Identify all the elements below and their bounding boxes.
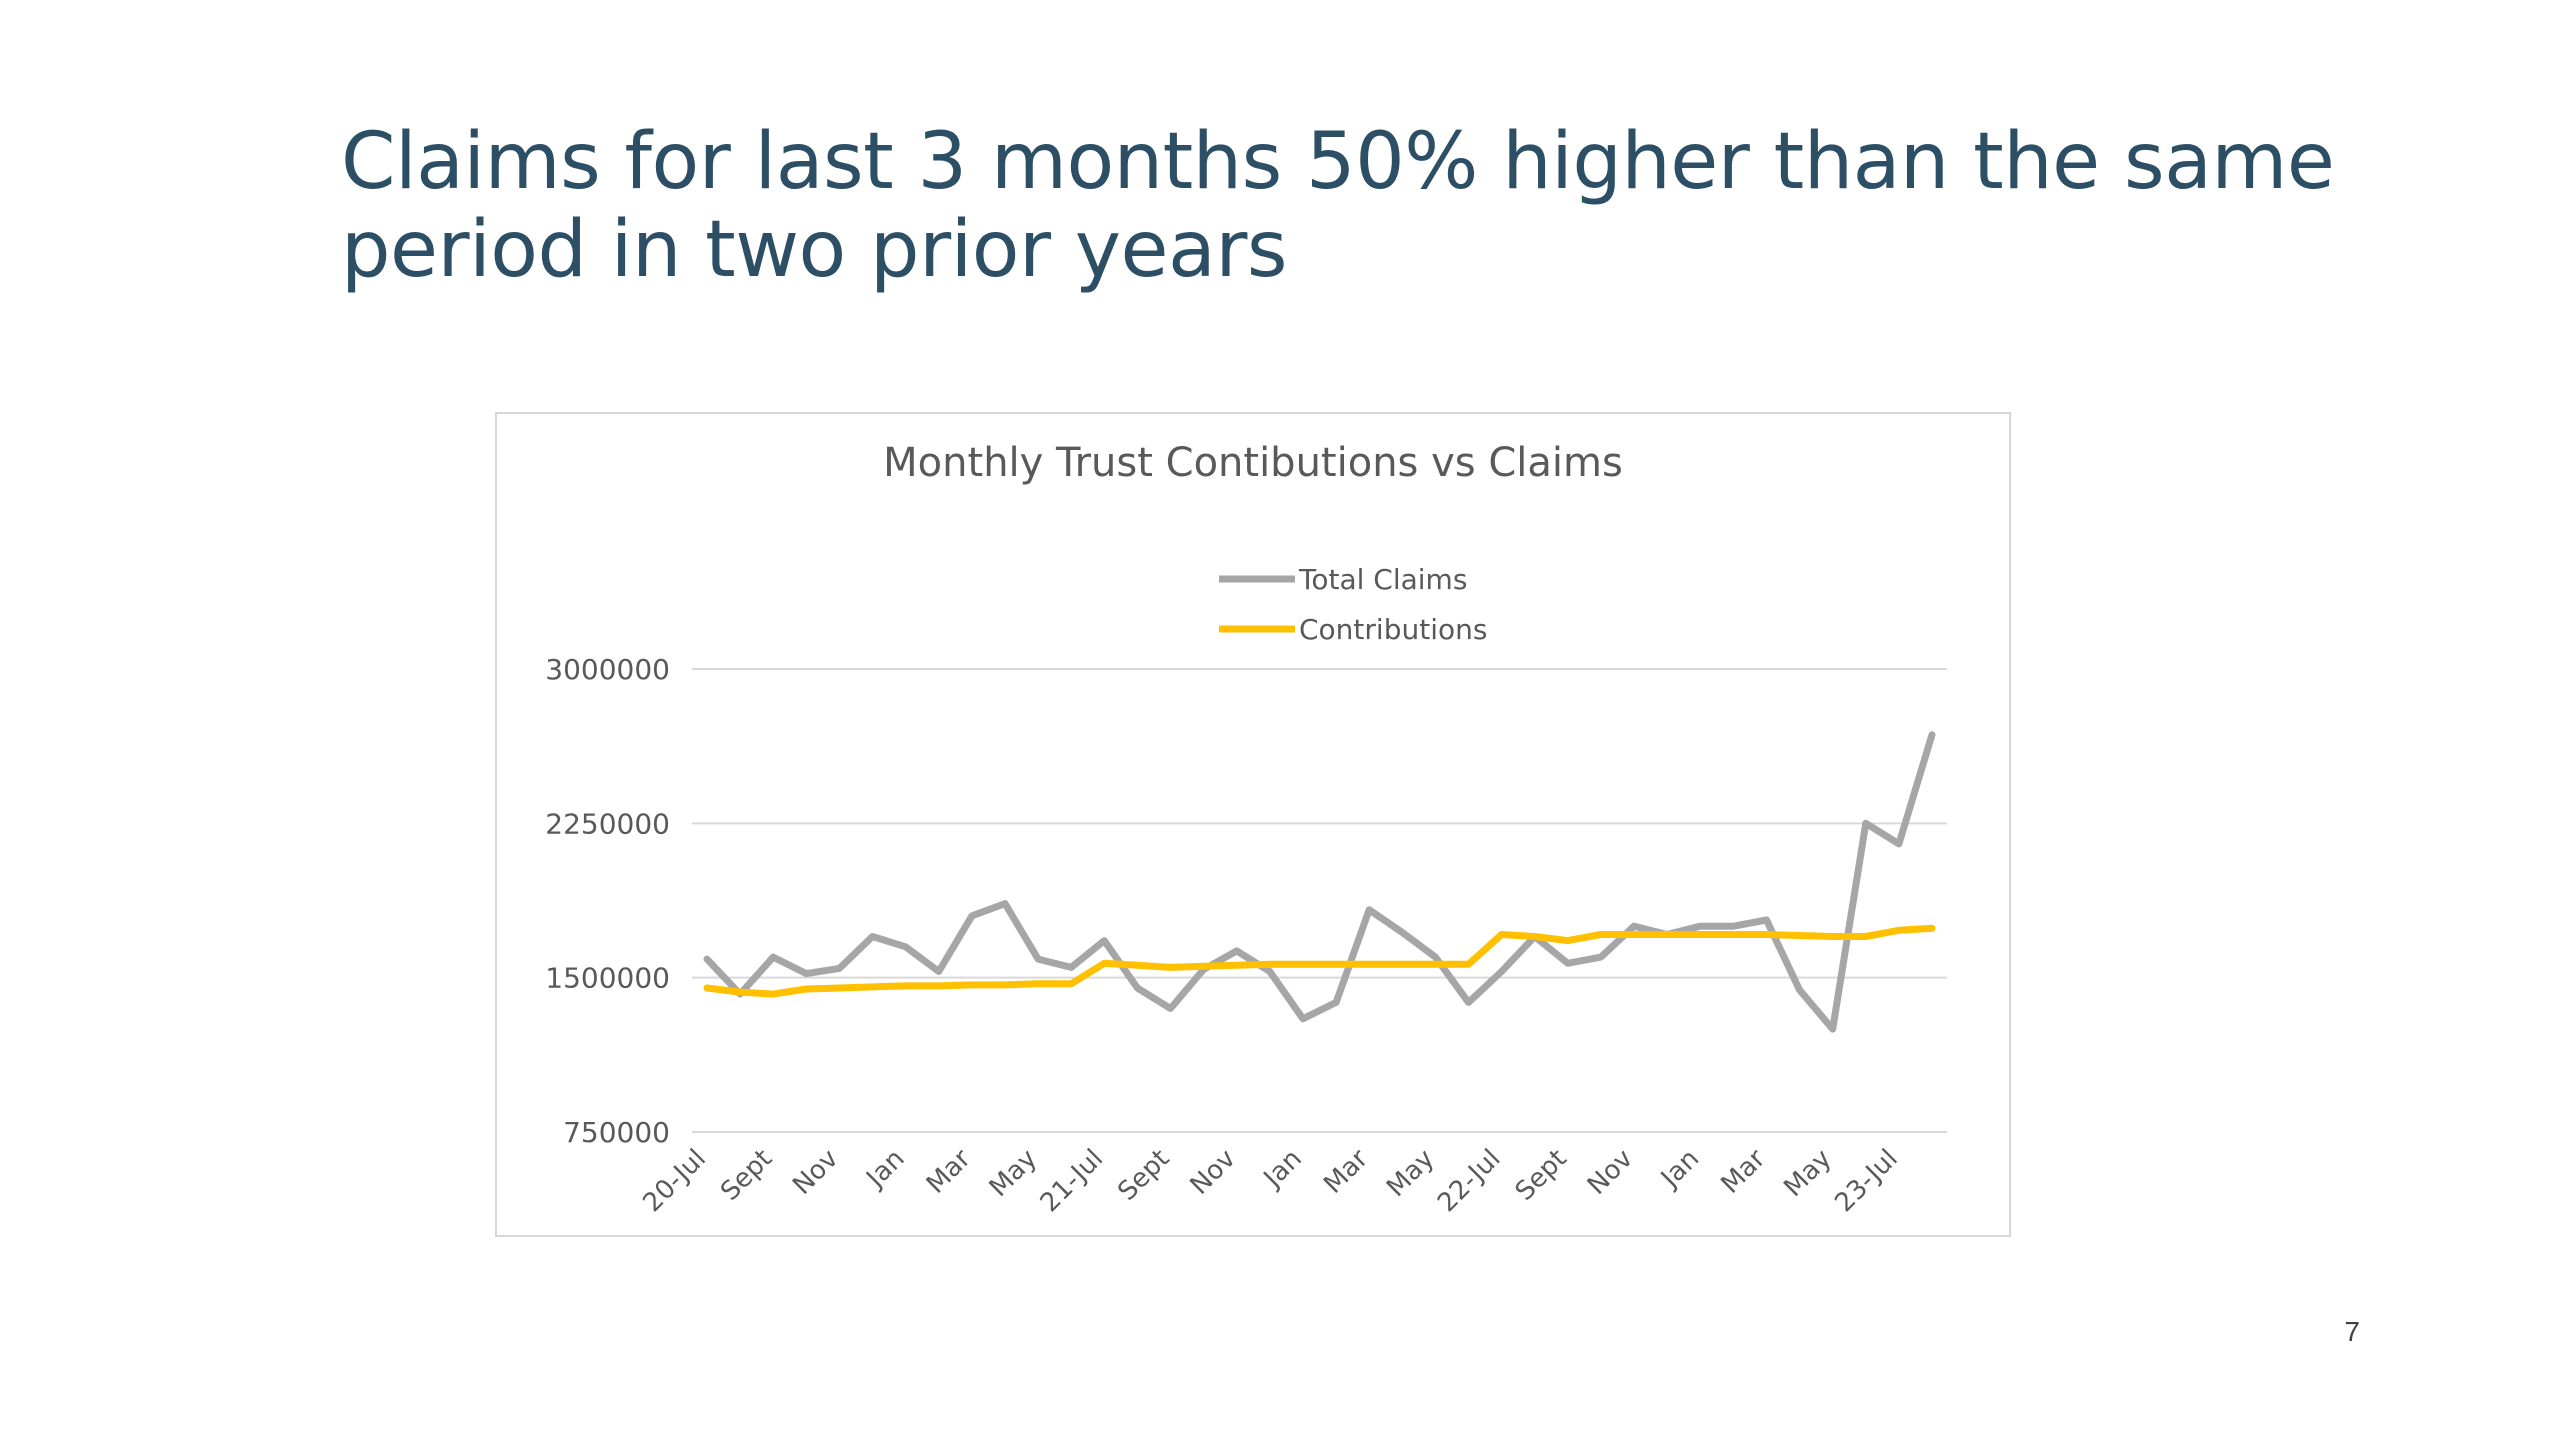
chart-container: Monthly Trust Contibutions vs Claims Tot… (495, 412, 2011, 1237)
y-tick-label: 750000 (563, 1116, 670, 1149)
x-tick-label: Sept (715, 1144, 778, 1207)
x-tick-label: Mar (1716, 1144, 1772, 1200)
x-tick-label: Jan (1654, 1144, 1705, 1195)
chart-title: Monthly Trust Contibutions vs Claims (883, 440, 1623, 486)
series-line-total-claims (703, 731, 1936, 1033)
x-tick-label: Mar (1318, 1144, 1374, 1200)
x-tick-label: Jan (1257, 1144, 1308, 1195)
slide-page-number: 7 (2344, 1316, 2360, 1347)
x-tick-label: May (1381, 1144, 1440, 1203)
chart-series (703, 731, 1936, 1033)
y-axis-labels: 750000 1500000 2250000 3000000 (545, 653, 670, 1149)
y-tick-label: 3000000 (545, 653, 670, 686)
x-tick-label: Mar (921, 1144, 977, 1200)
x-tick-label: May (984, 1144, 1043, 1203)
slide-title: Claims for last 3 months 50% higher than… (341, 117, 2335, 295)
x-tick-label: Nov (1185, 1144, 1242, 1201)
y-tick-label: 2250000 (545, 807, 670, 840)
y-tick-label: 1500000 (545, 962, 670, 995)
line-chart: Monthly Trust Contibutions vs Claims Tot… (545, 440, 1947, 1219)
x-tick-label: 21-Jul (1035, 1144, 1109, 1218)
series-line-contributions (703, 924, 1936, 998)
x-tick-label: 22-Jul (1432, 1144, 1506, 1218)
x-tick-label: Nov (1582, 1144, 1639, 1201)
x-tick-label: Nov (787, 1144, 844, 1201)
x-tick-label: May (1778, 1144, 1837, 1203)
chart-gridlines (692, 668, 1947, 1133)
x-tick-label: Sept (1510, 1144, 1573, 1207)
x-tick-label: 23-Jul (1829, 1144, 1903, 1218)
chart-legend: Total Claims Contributions (1219, 563, 1487, 646)
x-tick-label: Jan (860, 1144, 911, 1195)
x-tick-label: 20-Jul (637, 1144, 711, 1218)
x-tick-label: Sept (1112, 1144, 1175, 1207)
legend-label: Total Claims (1298, 563, 1467, 596)
legend-label: Contributions (1299, 613, 1487, 646)
